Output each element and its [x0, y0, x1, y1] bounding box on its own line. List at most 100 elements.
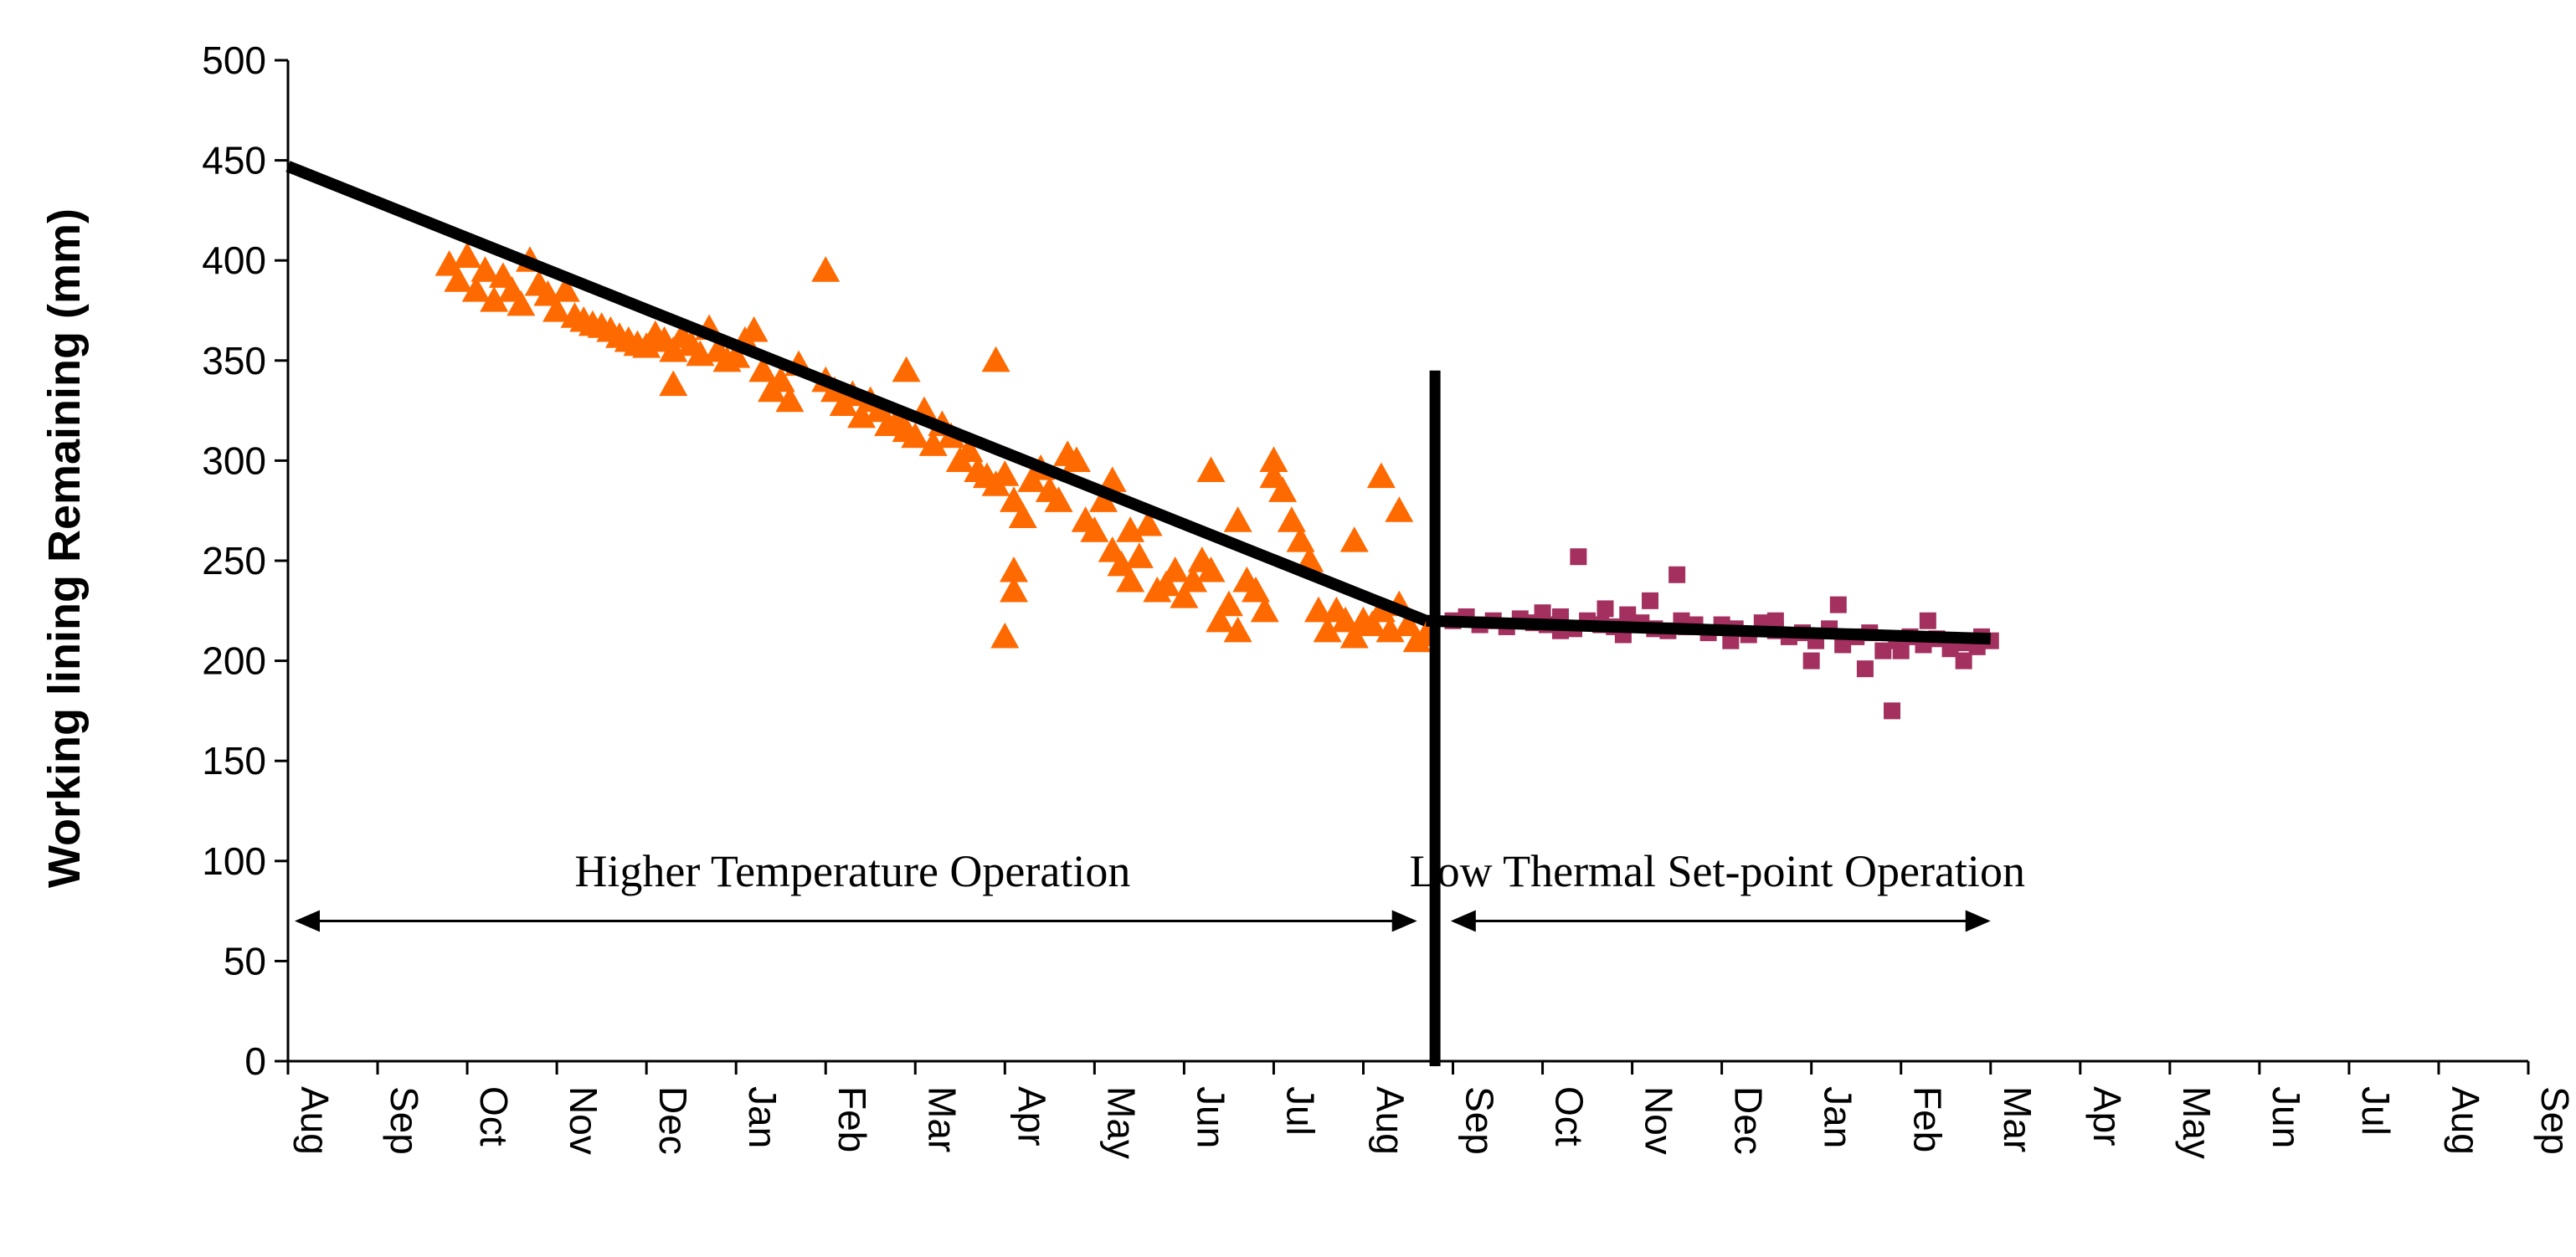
higher-temp-point	[990, 622, 1020, 649]
higher-temp-point	[1134, 510, 1163, 536]
higher-temp-point	[1214, 590, 1243, 617]
higher-temp-point	[766, 366, 795, 392]
higher-temp-point	[1089, 486, 1118, 512]
higher-temp-point	[1366, 462, 1396, 489]
x-tick-label: Jun	[1189, 1086, 1232, 1148]
higher-temp-point	[659, 370, 688, 397]
higher-temp-point	[1107, 550, 1136, 577]
higher-temp-point	[1223, 506, 1252, 532]
x-tick-label: Jun	[2265, 1086, 2308, 1148]
trend-line	[1426, 614, 1991, 645]
y-tick-label: 50	[224, 939, 266, 983]
series-higher-temperature	[434, 242, 1441, 653]
low-thermal-point	[1570, 548, 1587, 566]
low-thermal-point	[1884, 702, 1901, 720]
x-tick-label: Sep	[383, 1086, 426, 1155]
higher-temp-point	[542, 296, 572, 322]
x-tick-label: Dec	[1727, 1086, 1771, 1155]
low-thermal-point	[1829, 596, 1847, 613]
higher-temp-point	[1339, 622, 1369, 649]
higher-temp-point	[1080, 516, 1109, 542]
higher-temp-point	[1160, 556, 1190, 582]
x-tick-label: Feb	[1906, 1086, 1950, 1152]
higher-temp-point	[775, 386, 805, 413]
higher-temp-point	[1303, 596, 1333, 623]
low-thermal-point	[1941, 640, 1959, 658]
higher-temp-point	[1179, 566, 1208, 593]
y-tick-label: 200	[202, 639, 266, 683]
low-thermal-point	[1766, 612, 1784, 629]
higher-temp-point	[1000, 486, 1029, 512]
y-tick-label: 350	[202, 339, 266, 382]
higher-temp-point	[1170, 582, 1199, 608]
low-thermal-point	[1668, 566, 1686, 583]
x-tick-label: Dec	[651, 1086, 695, 1155]
higher-temp-point	[1385, 496, 1414, 522]
higher-temp-point	[1044, 486, 1073, 512]
higher-temp-point	[1277, 506, 1306, 532]
y-axis: 0 50 100 150 200 250 300 350 400 450 500	[202, 38, 290, 1083]
higher-temp-point	[1116, 516, 1145, 542]
low-thermal-point	[1892, 642, 1910, 659]
higher-temp-point	[1223, 616, 1252, 643]
low-thermal-point	[1722, 632, 1740, 649]
higher-temp-point	[1242, 576, 1271, 603]
annotation-label: Low Thermal Set-point Operation	[1410, 846, 2025, 896]
higher-temp-point	[470, 256, 500, 282]
low-thermal-point	[1955, 652, 1972, 670]
x-tick-label: Nov	[562, 1086, 605, 1155]
y-tick-label: 450	[202, 139, 266, 182]
higher-temp-point	[1062, 446, 1091, 472]
y-tick-label: 300	[202, 439, 266, 482]
higher-temp-point	[1124, 542, 1154, 568]
annotation-label: Higher Temperature Operation	[574, 846, 1130, 896]
x-axis: Aug Sep Oct Nov Dec Jan Feb Mar Apr May Jun Jul Aug S…	[286, 1059, 2576, 1159]
higher-temp-point	[1008, 502, 1037, 528]
higher-temp-point	[722, 342, 751, 368]
higher-temp-point	[1206, 606, 1235, 633]
x-tick-label: Jul	[1278, 1086, 1322, 1136]
higher-temp-point	[506, 290, 536, 316]
x-tick-label: May	[2175, 1086, 2219, 1159]
low-thermal-point	[1534, 604, 1551, 622]
higher-temp-point	[1259, 446, 1288, 472]
higher-temp-point	[1339, 526, 1369, 552]
higher-temp-point	[1268, 476, 1298, 502]
low-thermal-point	[1919, 612, 1936, 629]
x-tick-label: Jan	[1817, 1086, 1860, 1148]
x-tick-label: Apr	[2085, 1086, 2129, 1147]
higher-temp-point	[1394, 610, 1422, 637]
x-tick-label: Mar	[920, 1086, 964, 1152]
arrowhead-right	[1391, 910, 1417, 932]
y-tick-label: 250	[202, 539, 266, 582]
y-tick-label: 100	[202, 839, 266, 883]
low-thermal-point	[1834, 636, 1852, 654]
y-tick-label: 0	[244, 1039, 266, 1083]
higher-temp-point	[434, 249, 464, 276]
x-tick-label: Oct	[1548, 1086, 1591, 1147]
higher-temp-point	[1196, 456, 1226, 482]
y-tick-label: 400	[202, 239, 266, 282]
x-tick-label: Sep	[1458, 1086, 1502, 1155]
x-tick-label: Aug	[2444, 1086, 2487, 1155]
y-tick-label: 150	[202, 739, 266, 782]
x-tick-label: Jan	[741, 1086, 784, 1148]
low-thermal-point	[1619, 606, 1637, 623]
x-tick-label: Aug	[293, 1086, 337, 1155]
higher-temp-point	[811, 256, 841, 282]
higher-temp-point	[1000, 556, 1029, 582]
higher-temp-point	[1196, 556, 1226, 582]
trend-line	[285, 161, 1429, 627]
higher-temp-point	[954, 436, 984, 463]
low-thermal-point	[1642, 592, 1659, 609]
higher-temp-point	[444, 266, 473, 292]
arrowhead-left	[1450, 910, 1476, 932]
higher-temp-point	[1286, 526, 1315, 552]
higher-temp-point	[1116, 566, 1145, 593]
higher-temp-point	[461, 276, 491, 302]
trend-lines	[285, 161, 1991, 1066]
higher-temp-point	[1151, 570, 1180, 597]
low-thermal-point	[1597, 600, 1614, 618]
higher-temp-point	[901, 422, 930, 449]
